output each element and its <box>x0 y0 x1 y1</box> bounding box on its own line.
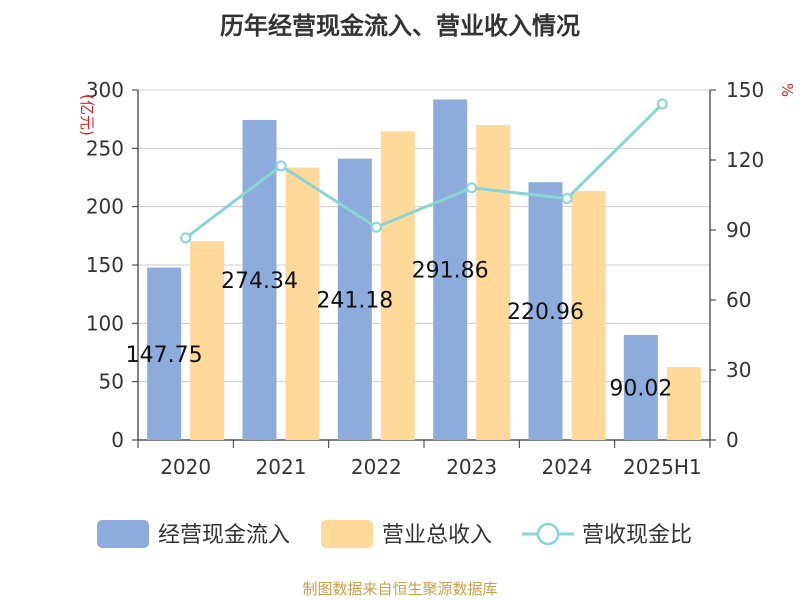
legend-label-ratio: 营收现金比 <box>582 523 692 548</box>
bar-revenue <box>285 167 320 441</box>
legend-swatch-revenue <box>321 520 373 548</box>
bar-revenue <box>476 125 511 440</box>
y-right-tick-label: 150 <box>726 78 764 102</box>
bar-value-label: 147.75 <box>126 343 203 368</box>
x-tick-label: 2024 <box>542 455 593 479</box>
bar-cash-inflow <box>528 182 563 441</box>
x-tick-label: 2025H1 <box>623 455 702 479</box>
legend-swatch-cash-inflow <box>97 520 149 548</box>
source-note: 制图数据来自恒生聚源数据库 <box>302 580 498 598</box>
legend-label-cash-inflow: 经营现金流入 <box>158 523 290 548</box>
x-tick-label: 2020 <box>160 455 211 479</box>
x-tick-label: 2022 <box>351 455 402 479</box>
bar-value-label: 241.18 <box>316 288 393 313</box>
legend[interactable]: 经营现金流入 营业总收入 营收现金比 <box>97 520 692 548</box>
y-right-unit-label: % <box>778 83 796 97</box>
data-labels: 147.75 274.34 241.18 291.86 220.96 90.02 <box>126 259 673 402</box>
ratio-line <box>180 98 668 244</box>
y-left-tick-label: 0 <box>111 428 124 452</box>
ratio-point <box>180 232 192 244</box>
bar-revenue <box>190 241 225 440</box>
y-left-tick-label: 50 <box>99 370 124 394</box>
legend-label-revenue: 营业总收入 <box>382 523 492 548</box>
ratio-line-path <box>184 102 664 240</box>
y-right-tick-label: 60 <box>726 288 751 312</box>
bars <box>147 99 701 441</box>
bar-value-label: 274.34 <box>221 269 298 294</box>
bar-value-label: 220.96 <box>507 300 584 325</box>
bar-revenue <box>571 190 606 440</box>
x-tick-label: 2023 <box>446 455 497 479</box>
ratio-point <box>561 193 573 204</box>
bar-revenue <box>666 367 701 440</box>
ratio-point <box>466 182 478 194</box>
bar-cash-inflow <box>433 99 468 440</box>
ratio-point <box>656 98 668 110</box>
y-right-tick-label: 120 <box>726 148 764 172</box>
axes: 0 50 100 150 200 250 300 0 30 60 90 120 150 (亿元)% 2020… <box>78 78 796 479</box>
y-right-tick-label: 0 <box>726 428 739 452</box>
y-left-tick-label: 250 <box>86 136 124 160</box>
ratio-point <box>275 160 287 172</box>
bar-value-label: 291.86 <box>412 259 489 284</box>
y-left-tick-label: 100 <box>86 311 124 335</box>
ratio-point <box>370 221 382 233</box>
y-right-tick-label: 90 <box>726 218 751 242</box>
bar-cash-inflow <box>623 334 658 440</box>
y-left-unit-label: (亿元) <box>78 94 96 136</box>
y-left-tick-label: 150 <box>86 253 124 277</box>
y-left-tick-label: 300 <box>86 78 124 102</box>
x-tick-label: 2021 <box>256 455 307 479</box>
legend-swatch-ratio-marker <box>536 522 560 546</box>
bar-cash-inflow <box>147 267 182 440</box>
bar-revenue <box>380 131 415 440</box>
y-right-tick-label: 30 <box>726 358 751 382</box>
bar-value-label: 90.02 <box>609 376 672 401</box>
y-left-tick-label: 200 <box>86 195 124 219</box>
chart-title: 历年经营现金流入、营业收入情况 <box>220 12 580 40</box>
